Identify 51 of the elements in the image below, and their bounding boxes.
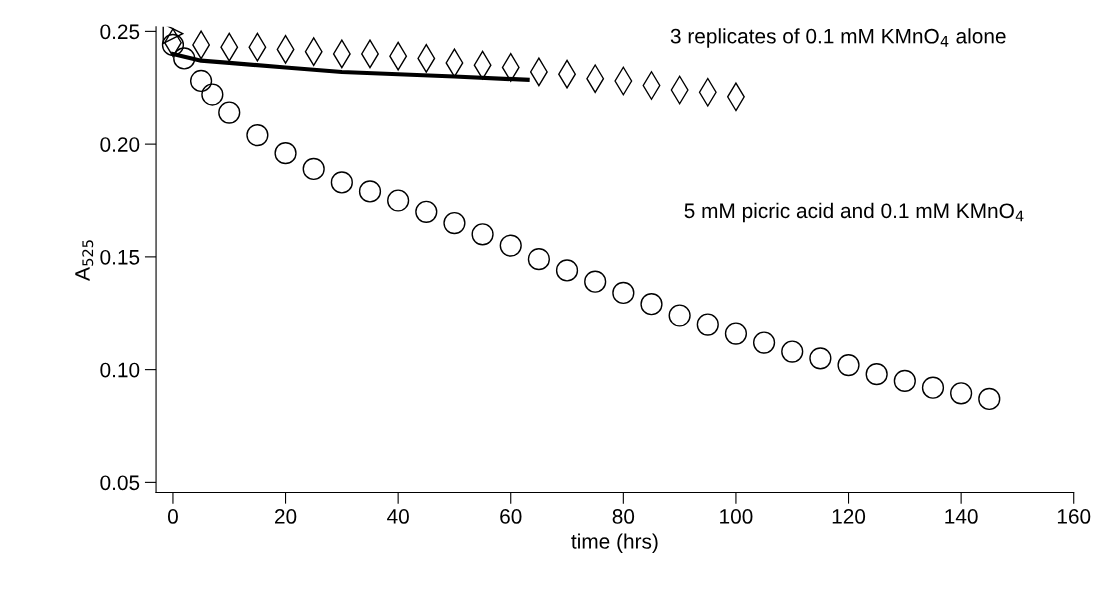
- y-tick-label: 0.15: [100, 249, 140, 265]
- y-tick-label: 0.05: [100, 475, 140, 491]
- x-tick-label: 120: [832, 509, 866, 524]
- x-tick-label: 100: [720, 509, 753, 524]
- x-tick-label: 140: [945, 509, 978, 524]
- point: [161, 33, 185, 57]
- point: [612, 281, 635, 305]
- point: [387, 189, 410, 212]
- point: [358, 180, 382, 203]
- x-tick-label: 80: [612, 509, 635, 524]
- point: [302, 157, 325, 181]
- point: [173, 47, 196, 70]
- point: [640, 293, 663, 316]
- x-tick-label: 20: [275, 509, 297, 524]
- x-tick-label: 160: [1057, 509, 1091, 524]
- point: [584, 270, 607, 293]
- point: [668, 304, 691, 327]
- point: [724, 322, 748, 345]
- point: [865, 363, 888, 386]
- point: [443, 211, 466, 235]
- point: [978, 387, 1001, 411]
- point: [696, 313, 719, 336]
- point: [274, 142, 297, 165]
- point: [201, 83, 224, 106]
- point: [893, 369, 916, 393]
- y-tick-label: 0.25: [100, 24, 140, 40]
- point: [837, 354, 860, 377]
- point: [950, 382, 973, 405]
- y-tick-label: 0.10: [100, 362, 140, 378]
- y-tick-label: 0.20: [100, 137, 140, 152]
- point: [555, 259, 579, 282]
- annotation: 5 mM picric acid and 0.1 mM KMnO$_{4}$: [684, 202, 1024, 223]
- x-tick-label: 60: [500, 509, 522, 524]
- point: [218, 101, 241, 124]
- point: [162, 26, 184, 45]
- point: [527, 248, 550, 271]
- x-axis-title: time (hrs): [571, 533, 658, 553]
- annotation: 3 replicates of 0.1 mM KMnO$_{4}$ alone: [670, 28, 1006, 48]
- point: [921, 376, 945, 399]
- point: [330, 171, 353, 194]
- point: [499, 234, 522, 257]
- point: [189, 69, 213, 93]
- point: [246, 123, 269, 147]
- point: [415, 200, 438, 223]
- point: [781, 340, 804, 363]
- x-tick-label: 40: [387, 509, 409, 524]
- x-tick-label: 0: [167, 509, 178, 524]
- y-axis-title: A$_{525}$: [75, 240, 94, 281]
- point: [809, 347, 832, 370]
- point: [471, 223, 494, 246]
- point: [752, 331, 776, 354]
